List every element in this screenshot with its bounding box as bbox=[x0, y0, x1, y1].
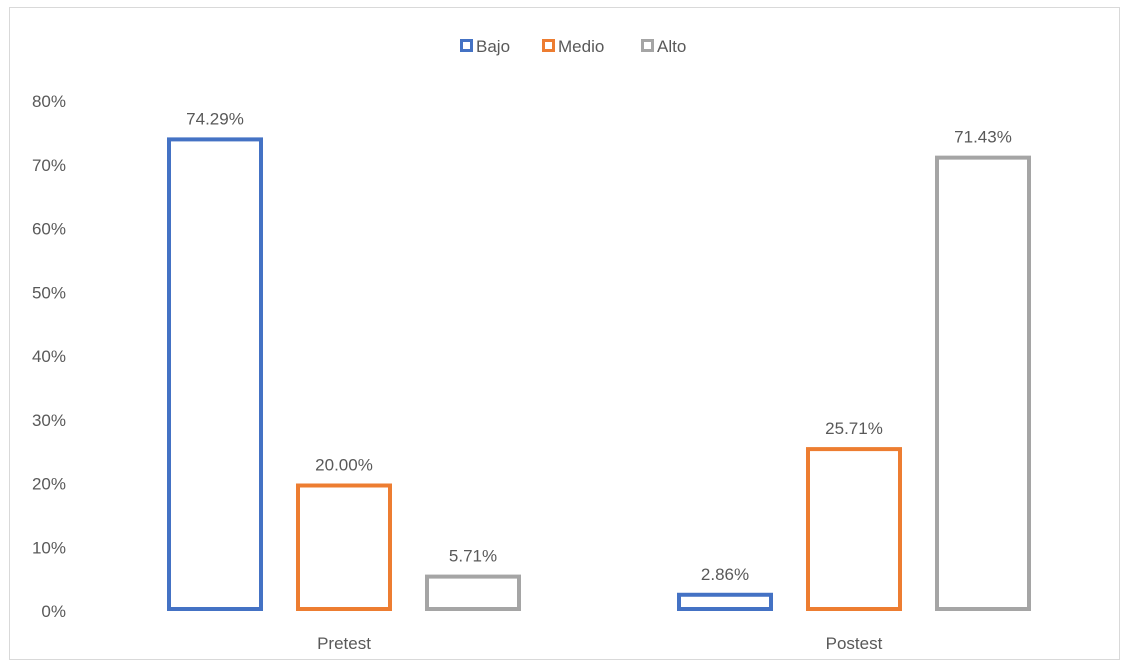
data-label: 2.86% bbox=[701, 565, 749, 584]
bar-alto-pretest bbox=[425, 574, 521, 612]
data-label: 74.29% bbox=[186, 109, 244, 128]
legend-label-bajo: Bajo bbox=[476, 37, 510, 56]
bar-bajo-postest bbox=[677, 592, 773, 612]
bar-bajo-pretest bbox=[167, 137, 263, 611]
legend-label-alto: Alto bbox=[657, 37, 686, 56]
bar-medio-pretest bbox=[296, 483, 392, 611]
legend-label-medio: Medio bbox=[558, 37, 604, 56]
data-label: 20.00% bbox=[315, 456, 373, 475]
x-category-label: Postest bbox=[826, 634, 883, 653]
data-label: 71.43% bbox=[954, 128, 1012, 147]
legend-swatch-alto bbox=[641, 39, 654, 52]
y-tick-label: 50% bbox=[32, 283, 66, 302]
y-tick-label: 80% bbox=[32, 92, 66, 111]
chart-frame bbox=[9, 7, 1120, 660]
legend-swatch-medio bbox=[542, 39, 555, 52]
y-tick-label: 0% bbox=[41, 602, 66, 621]
y-tick-label: 60% bbox=[32, 220, 66, 239]
data-label: 5.71% bbox=[449, 547, 497, 566]
bar-medio-postest bbox=[806, 447, 902, 611]
y-axis: 0% 10% 20% 30% 40% 50% 60% 70% 80% bbox=[32, 92, 66, 621]
chart-legend: Bajo Medio Alto bbox=[460, 37, 686, 56]
y-tick-label: 30% bbox=[32, 411, 66, 430]
x-category-label: Pretest bbox=[317, 634, 371, 653]
legend-swatch-bajo bbox=[460, 39, 473, 52]
y-tick-label: 10% bbox=[32, 538, 66, 557]
y-tick-label: 40% bbox=[32, 347, 66, 366]
bar-alto-postest bbox=[935, 155, 1031, 611]
data-label: 25.71% bbox=[825, 419, 883, 438]
y-tick-label: 20% bbox=[32, 475, 66, 494]
bars: 74.29% 2.86% 20.00% 25.71% 5.71% 71.43% bbox=[167, 109, 1031, 612]
x-axis: Pretest Postest bbox=[317, 634, 883, 653]
y-tick-label: 70% bbox=[32, 156, 66, 175]
